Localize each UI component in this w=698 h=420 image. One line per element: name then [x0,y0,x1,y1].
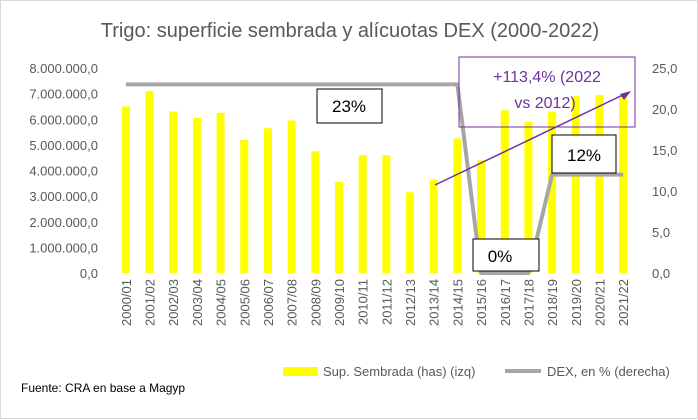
growth-label-line1: +113,4% (2022 [493,69,601,86]
line-series [125,82,624,275]
y-right-tick-label: 20,0 [652,102,677,117]
annotation-growth: +113,4% (2022 vs 2012) [434,56,636,186]
growth-box [458,56,636,128]
bar [121,106,130,273]
y-right-tick-label: 10,0 [652,184,677,199]
source-note: Fuente: CRA en base a Magyp [21,381,185,395]
x-tick-label: 2000/01 [119,279,134,326]
bar [192,117,201,273]
bar [334,182,343,273]
y-left-tick-label: 7.000.000,0 [29,87,98,102]
x-tick-label: 2019/20 [569,279,584,326]
y-right-tick-label: 5,0 [652,225,670,240]
bar [548,111,557,273]
x-tick-label: 2013/14 [427,279,442,326]
y-right-tick-label: 15,0 [652,143,677,158]
legend: Sup. Sembrada (has) (izq) DEX, en % (der… [283,364,670,379]
annotation-dex-0-label: 0% [488,247,513,266]
y-left-tick-label: 0,0 [80,266,98,281]
bar [453,138,462,273]
bar [595,94,604,273]
bar [382,155,391,273]
bar [358,155,367,273]
x-tick-label: 2016/17 [498,279,513,326]
bar [477,160,486,273]
y-left-tick-label: 1.000.000,0 [29,240,98,255]
annotation-dex-12: 12% [551,134,617,174]
bar [406,192,415,273]
bar [311,151,320,273]
x-tick-label: 2006/07 [261,279,276,326]
right-axis: 0,0 5,0 10,0 15,0 20,0 25,0 [652,61,677,281]
left-axis: 0,0 1.000.000,0 2.000.000,0 3.000.000,0 4.00… [29,61,98,281]
x-tick-label: 2014/15 [450,279,465,326]
x-tick-label: 2017/18 [521,279,536,326]
x-tick-label: 2002/03 [166,279,181,326]
y-left-tick-label: 6.000.000,0 [29,112,98,127]
annotation-dex-23: 23% [316,88,383,124]
x-tick-label: 2007/08 [285,279,300,326]
annotation-dex-0: 0% [472,238,540,272]
x-tick-label: 2004/05 [214,279,229,326]
growth-arrow-head [620,91,631,100]
chart-title: Trigo: superficie sembrada y alícuotas D… [101,20,599,42]
y-left-tick-label: 8.000.000,0 [29,61,98,76]
x-tick-label: 2008/09 [308,279,323,326]
bar [216,112,225,273]
x-tick-label: 2003/04 [190,279,205,326]
bar [500,110,509,273]
x-axis-labels: 2000/01 2001/02 2002/03 2003/04 2004/05 2005/… [119,279,631,326]
bar [145,91,154,273]
x-tick-label: 2011/12 [379,279,394,325]
bar-series [121,91,628,273]
x-tick-label: 2012/13 [403,279,418,326]
growth-arrow-line [434,92,628,186]
y-left-tick-label: 3.000.000,0 [29,189,98,204]
y-left-tick-label: 5.000.000,0 [29,138,98,153]
growth-label-line2: vs 2012) [514,95,575,112]
y-left-tick-label: 4.000.000,0 [29,164,98,179]
legend-swatch-bars [283,367,318,376]
x-tick-label: 2018/19 [545,279,560,326]
bar [240,139,249,273]
legend-label-line: DEX, en % (derecha) [547,364,670,379]
bar [263,128,272,273]
bar [571,96,580,273]
x-tick-label: 2010/11 [356,279,371,325]
bar [524,121,533,273]
x-tick-label: 2015/16 [474,279,489,326]
y-right-tick-label: 0,0 [652,266,670,281]
bar [287,120,296,273]
bar [169,111,178,273]
x-tick-label: 2009/10 [332,279,347,326]
annotation-dex-12-label: 12% [567,146,601,165]
x-tick-label: 2020/21 [592,279,607,326]
x-tick-label: 2005/06 [237,279,252,326]
x-tick-label: 2021/22 [616,279,631,326]
y-left-tick-label: 2.000.000,0 [29,215,98,230]
x-tick-label: 2001/02 [143,279,158,326]
legend-label-bars: Sup. Sembrada (has) (izq) [323,364,475,379]
bar [429,179,438,273]
annotation-dex-23-label: 23% [332,97,366,116]
y-right-tick-label: 25,0 [652,61,677,76]
bar [619,96,628,273]
dex-line [125,82,624,275]
